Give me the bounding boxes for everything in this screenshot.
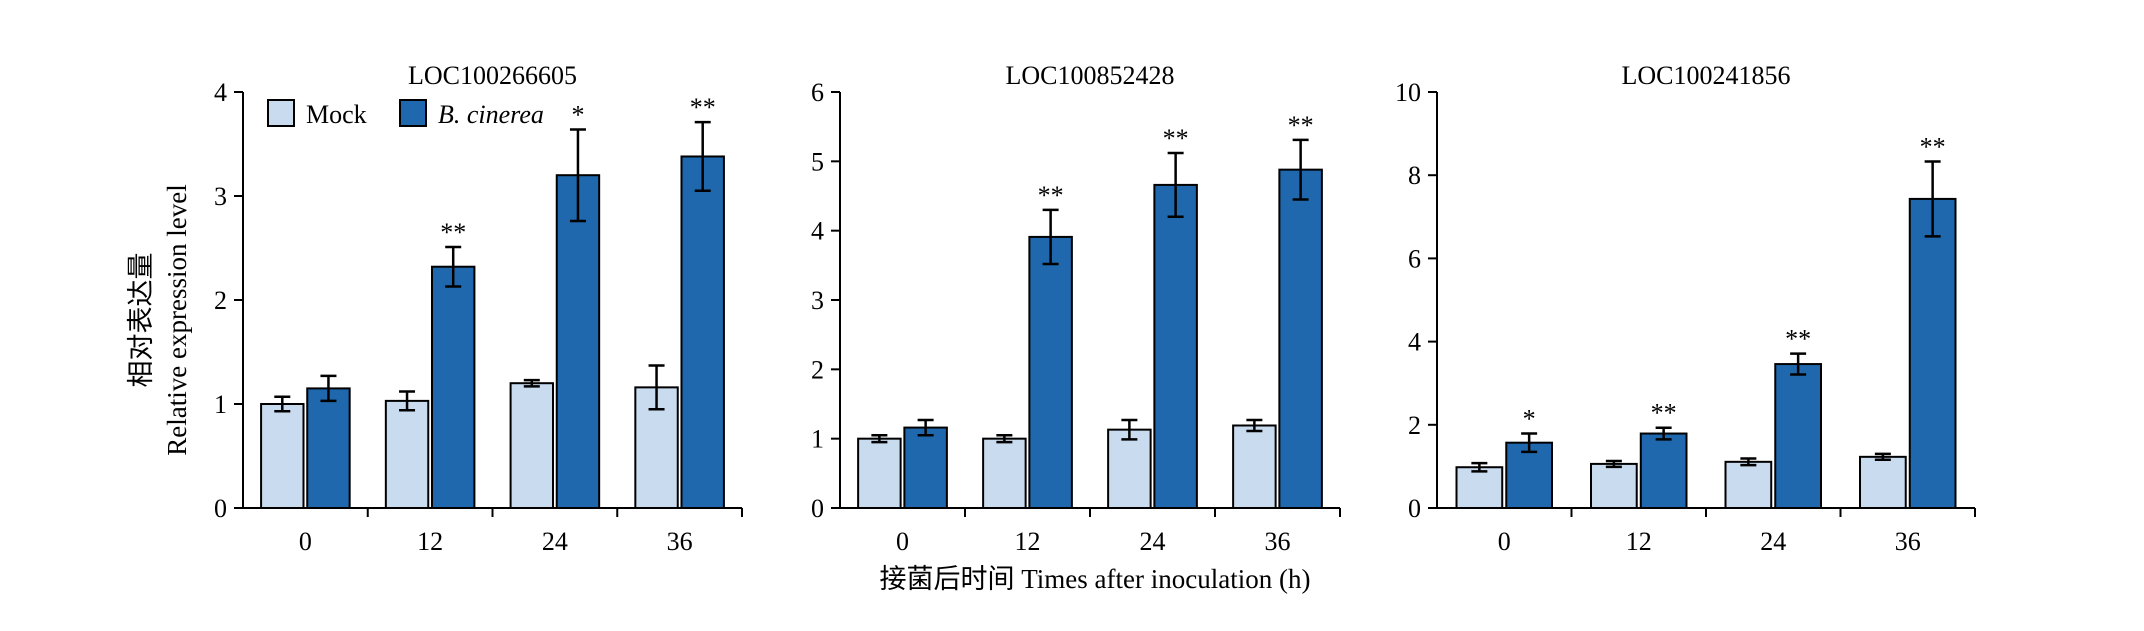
bar-b-cinerea xyxy=(1639,432,1688,510)
bar-b-cinerea xyxy=(555,174,601,509)
x-tick-label: 24 xyxy=(1760,527,1786,556)
y-axis-title-en: Relative expression level xyxy=(162,184,192,455)
significance-mark: ** xyxy=(1651,399,1677,428)
significance-mark: ** xyxy=(690,93,716,122)
y-tick-label: 5 xyxy=(811,147,824,176)
y-tick-label: 6 xyxy=(1408,244,1421,273)
y-axis-title-cn: 相对表达量 xyxy=(126,253,156,388)
bar-b-cinerea xyxy=(1908,197,1957,510)
chart-title: LOC100852428 xyxy=(1006,61,1175,90)
bar-mock xyxy=(260,403,305,509)
x-tick-label: 36 xyxy=(1895,527,1921,556)
y-tick-label: 3 xyxy=(214,182,227,211)
legend-swatch-mock xyxy=(267,99,295,127)
legend-label-b-cinerea: B. cinerea xyxy=(438,100,544,129)
bar-b-cinerea xyxy=(903,426,948,509)
y-tick-label: 1 xyxy=(811,425,824,454)
y-tick-label: 6 xyxy=(811,78,824,107)
y-tick-label: 3 xyxy=(811,286,824,315)
x-tick-label: 0 xyxy=(1498,527,1511,556)
x-tick-label: 12 xyxy=(1015,527,1041,556)
significance-mark: ** xyxy=(1288,111,1314,140)
y-tick-label: 0 xyxy=(811,494,824,523)
y-tick-label: 1 xyxy=(214,390,227,419)
bar-mock xyxy=(1724,460,1773,510)
chart-title: LOC100266605 xyxy=(408,61,577,90)
y-tick-label: 8 xyxy=(1408,161,1421,190)
bar-mock xyxy=(1455,466,1504,509)
x-tick-label: 0 xyxy=(299,527,312,556)
bar-b-cinerea xyxy=(1278,168,1323,510)
y-tick-label: 4 xyxy=(811,217,824,246)
x-tick-label: 12 xyxy=(417,527,443,556)
significance-mark: * xyxy=(571,100,584,129)
bar-b-cinerea xyxy=(430,265,476,509)
significance-mark: ** xyxy=(440,218,466,247)
bar-b-cinerea xyxy=(680,155,725,509)
legend-label-mock: Mock xyxy=(306,100,367,129)
legend: Mock B. cinerea xyxy=(267,99,544,129)
significance-mark: ** xyxy=(1920,132,1946,161)
significance-mark: ** xyxy=(1163,124,1189,153)
bar-mock xyxy=(982,437,1027,509)
bar-b-cinerea xyxy=(1505,441,1553,509)
x-tick-label: 24 xyxy=(1140,527,1166,556)
bar-b-cinerea xyxy=(1153,183,1198,509)
bar-mock xyxy=(1859,455,1907,509)
significance-mark: ** xyxy=(1785,325,1811,354)
significance-mark: ** xyxy=(1038,181,1064,210)
y-tick-label: 4 xyxy=(214,78,227,107)
bar-mock xyxy=(1232,424,1277,510)
bar-b-cinerea xyxy=(306,387,351,509)
chart-title: LOC100241856 xyxy=(1622,61,1791,90)
bar-mock xyxy=(857,437,902,509)
bar-b-cinerea xyxy=(1028,235,1073,509)
x-tick-label: 36 xyxy=(1265,527,1291,556)
y-tick-label: 0 xyxy=(1408,494,1421,523)
x-axis-title: 接菌后时间 Times after inoculation (h) xyxy=(880,564,1311,594)
x-tick-label: 0 xyxy=(896,527,909,556)
bar-mock xyxy=(1590,462,1638,509)
bar-mock xyxy=(384,399,430,510)
y-tick-label: 4 xyxy=(1408,328,1421,357)
y-tick-label: 10 xyxy=(1395,78,1421,107)
y-tick-label: 0 xyxy=(214,494,227,523)
y-tick-label: 2 xyxy=(1408,411,1421,440)
x-tick-label: 36 xyxy=(667,527,693,556)
bar-mock xyxy=(509,382,555,510)
y-tick-label: 2 xyxy=(214,286,227,315)
significance-mark: * xyxy=(1523,405,1536,434)
legend-swatch-b-cinerea xyxy=(399,99,427,127)
y-tick-label: 2 xyxy=(811,355,824,384)
bar-b-cinerea xyxy=(1774,363,1822,509)
x-tick-label: 12 xyxy=(1626,527,1652,556)
x-tick-label: 24 xyxy=(542,527,568,556)
bar-mock xyxy=(1107,428,1152,509)
